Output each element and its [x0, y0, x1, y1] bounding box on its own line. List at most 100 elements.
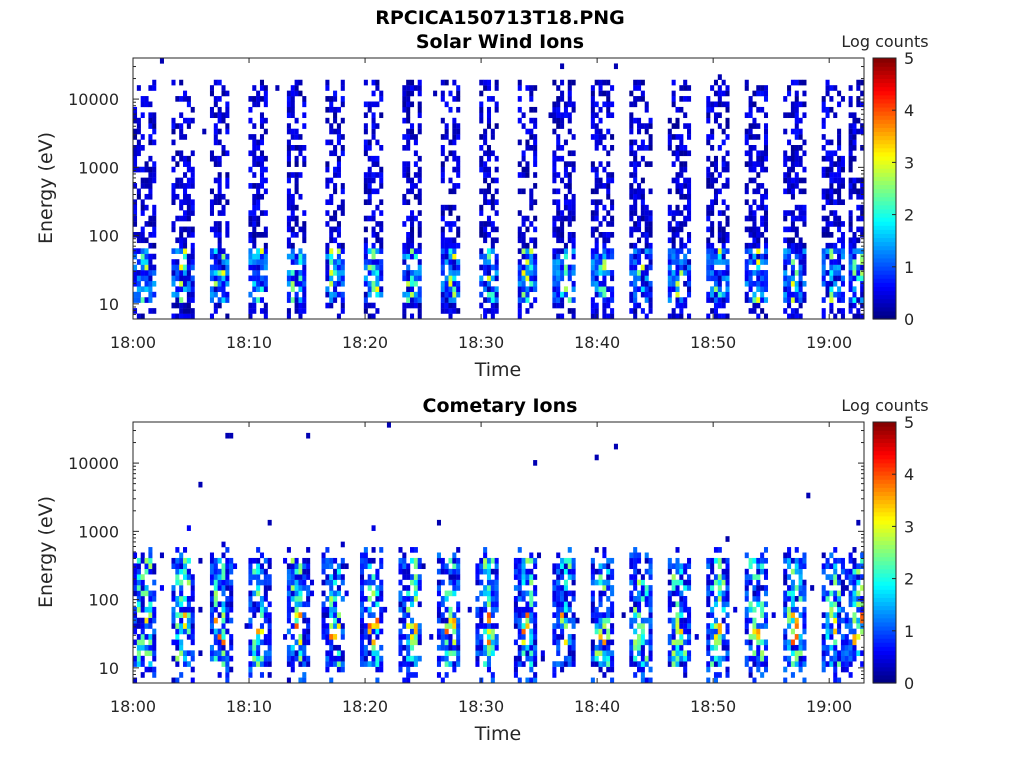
- heatmap-cell: [648, 210, 653, 216]
- heatmap-cell: [637, 259, 642, 265]
- heatmap-cell: [183, 568, 188, 575]
- heatmap-cell: [452, 568, 457, 575]
- heatmap-cell: [436, 661, 441, 667]
- heatmap-cell: [525, 128, 530, 135]
- heatmap-cell: [325, 302, 330, 309]
- heatmap-cell: [452, 552, 457, 559]
- heatmap-cell: [329, 302, 334, 309]
- heatmap-cell: [417, 79, 422, 86]
- heatmap-cell: [413, 547, 418, 553]
- heatmap-cell: [802, 139, 807, 146]
- heatmap-cell: [763, 655, 769, 662]
- heatmap-cell: [787, 606, 792, 613]
- heatmap-cell: [456, 644, 461, 651]
- heatmap-cell: [787, 248, 792, 254]
- heatmap-cell: [790, 248, 795, 254]
- heatmap-cell: [640, 270, 645, 276]
- heatmap-cell: [571, 297, 576, 303]
- heatmap-cell: [667, 280, 672, 287]
- heatmap-cell: [148, 601, 153, 608]
- heatmap-cell: [637, 286, 642, 293]
- heatmap-cell: [637, 117, 642, 124]
- heatmap-cell: [340, 117, 345, 124]
- heatmap-cell: [683, 596, 688, 602]
- heatmap-cell: [363, 557, 368, 564]
- heatmap-cell: [633, 188, 638, 195]
- colorbar-segment: [873, 155, 896, 161]
- heatmap-cell: [706, 248, 711, 254]
- heatmap-cell: [744, 112, 749, 119]
- heatmap-cell: [571, 650, 576, 657]
- heatmap-cell: [140, 672, 145, 678]
- heatmap-cell: [152, 270, 157, 276]
- heatmap-cell: [179, 177, 184, 184]
- heatmap-cell: [852, 123, 857, 129]
- heatmap-cell: [367, 155, 372, 162]
- heatmap-cell: [133, 215, 138, 222]
- heatmap-cell: [444, 563, 449, 570]
- heatmap-cell: [440, 166, 445, 173]
- heatmap-cell: [494, 639, 499, 646]
- heatmap-cell: [667, 248, 672, 254]
- heatmap-cell: [494, 644, 499, 651]
- heatmap-cell: [302, 672, 307, 678]
- heatmap-cell: [710, 183, 715, 189]
- heatmap-cell: [252, 601, 257, 608]
- heatmap-cell: [190, 612, 195, 618]
- heatmap-cell: [152, 112, 157, 119]
- heatmap-cell: [671, 275, 676, 282]
- heatmap-cell: [213, 248, 218, 254]
- heatmap-cell: [721, 90, 726, 97]
- heatmap-cell: [325, 579, 330, 586]
- heatmap-cell: [706, 259, 711, 265]
- heatmap-cell: [610, 204, 615, 211]
- heatmap-cell: [448, 275, 453, 282]
- heatmap-cell: [363, 242, 368, 249]
- heatmap-cell: [259, 655, 265, 662]
- heatmap-cell: [483, 226, 488, 233]
- heatmap-cell: [302, 585, 307, 591]
- heatmap-cell: [379, 172, 384, 178]
- heatmap-cell: [521, 237, 526, 244]
- heatmap-cell: [133, 145, 138, 151]
- heatmap-cell: [286, 199, 291, 206]
- heatmap-cell: [679, 568, 684, 575]
- panel-cometary: Cometary Ions 18:00 18:10 18:20 18:30 18:40 1…: [35, 395, 929, 745]
- heatmap-cell: [560, 232, 565, 238]
- heatmap-cell: [856, 650, 861, 657]
- heatmap-cell: [209, 644, 214, 651]
- heatmap-cell: [852, 628, 857, 635]
- heatmap-cell: [860, 210, 865, 216]
- heatmap-cell: [209, 590, 214, 597]
- heatmap-cell: [798, 101, 803, 108]
- heatmap-cell: [571, 270, 576, 276]
- heatmap-cell: [406, 172, 411, 178]
- heatmap-cell: [798, 557, 803, 564]
- heatmap-cell: [290, 90, 295, 97]
- heatmap-cell: [640, 672, 645, 678]
- heatmap-cell: [298, 259, 303, 265]
- heatmap-cell: [256, 259, 261, 265]
- heatmap-cell: [590, 568, 595, 575]
- heatmap-cell: [783, 634, 788, 640]
- heatmap-cell: [371, 79, 376, 86]
- heatmap-cell: [494, 166, 499, 173]
- heatmap-cell: [286, 161, 291, 167]
- heatmap-cell: [329, 650, 334, 657]
- heatmap-cell: [259, 139, 265, 146]
- heatmap-cell: [837, 264, 842, 271]
- heatmap-cell: [675, 655, 680, 662]
- heatmap-cell: [675, 248, 680, 254]
- heatmap-cell: [763, 139, 769, 146]
- heatmap-cell: [410, 302, 415, 309]
- heatmap-cell: [371, 101, 376, 108]
- heatmap-cell: [479, 280, 484, 287]
- heatmap-cell: [567, 161, 572, 167]
- heatmap-cell: [783, 280, 788, 287]
- heatmap-cell: [594, 644, 599, 651]
- heatmap-cell: [398, 644, 403, 651]
- heatmap-cell: [517, 172, 522, 178]
- heatmap-cell: [229, 666, 234, 673]
- heatmap-cell: [483, 661, 488, 667]
- heatmap-cell: [556, 297, 561, 303]
